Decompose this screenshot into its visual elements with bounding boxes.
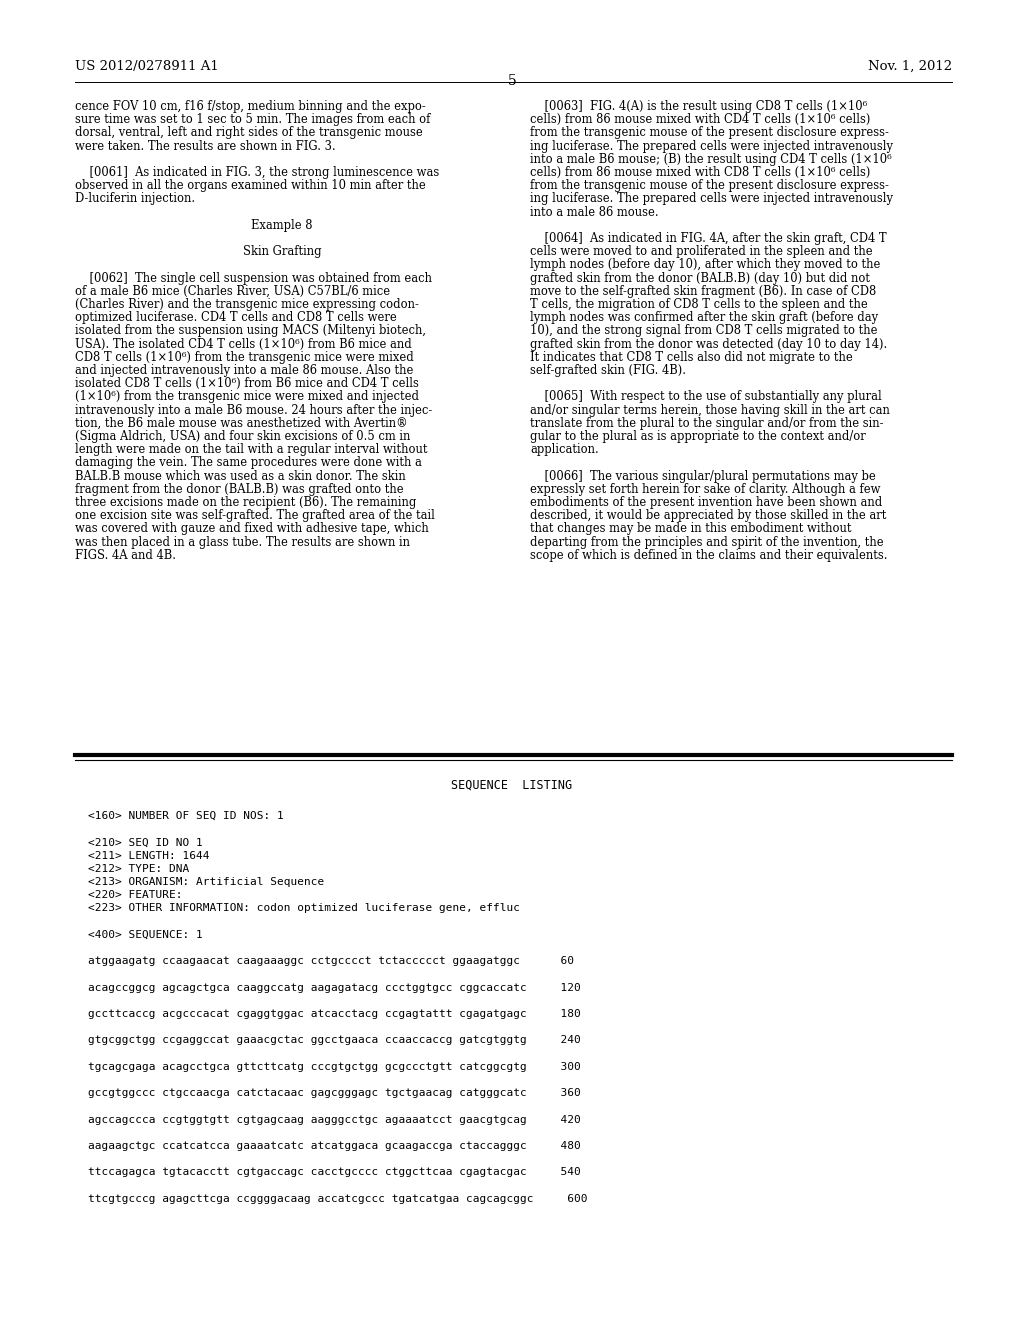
Text: D-luciferin injection.: D-luciferin injection. xyxy=(75,193,196,206)
Text: from the transgenic mouse of the present disclosure express-: from the transgenic mouse of the present… xyxy=(530,127,889,140)
Text: (Charles River) and the transgenic mice expressing codon-: (Charles River) and the transgenic mice … xyxy=(75,298,419,312)
Text: [0061]  As indicated in FIG. 3, the strong luminescence was: [0061] As indicated in FIG. 3, the stron… xyxy=(75,166,439,180)
Text: described, it would be appreciated by those skilled in the art: described, it would be appreciated by th… xyxy=(530,510,887,523)
Text: was then placed in a glass tube. The results are shown in: was then placed in a glass tube. The res… xyxy=(75,536,410,549)
Text: [0062]  The single cell suspension was obtained from each: [0062] The single cell suspension was ob… xyxy=(75,272,432,285)
Text: <213> ORGANISM: Artificial Sequence: <213> ORGANISM: Artificial Sequence xyxy=(88,876,325,887)
Text: lymph nodes was confirmed after the skin graft (before day: lymph nodes was confirmed after the skin… xyxy=(530,312,879,325)
Text: <400> SEQUENCE: 1: <400> SEQUENCE: 1 xyxy=(88,929,203,940)
Text: [0066]  The various singular/plural permutations may be: [0066] The various singular/plural permu… xyxy=(530,470,876,483)
Text: isolated from the suspension using MACS (Miltenyi biotech,: isolated from the suspension using MACS … xyxy=(75,325,426,338)
Text: was covered with gauze and fixed with adhesive tape, which: was covered with gauze and fixed with ad… xyxy=(75,523,429,536)
Text: departing from the principles and spirit of the invention, the: departing from the principles and spirit… xyxy=(530,536,884,549)
Text: US 2012/0278911 A1: US 2012/0278911 A1 xyxy=(75,59,219,73)
Text: atggaagatg ccaagaacat caagaaaggc cctgcccct tctaccccct ggaagatggc      60: atggaagatg ccaagaacat caagaaaggc cctgccc… xyxy=(88,956,574,966)
Text: (1×10⁶) from the transgenic mice were mixed and injected: (1×10⁶) from the transgenic mice were mi… xyxy=(75,391,419,404)
Text: ttccagagca tgtacacctt cgtgaccagc cacctgcccc ctggcttcaa cgagtacgac     540: ttccagagca tgtacacctt cgtgaccagc cacctgc… xyxy=(88,1167,581,1177)
Text: SEQUENCE  LISTING: SEQUENCE LISTING xyxy=(452,779,572,792)
Text: tgcagcgaga acagcctgca gttcttcatg cccgtgctgg gcgccctgtt catcggcgtg     300: tgcagcgaga acagcctgca gttcttcatg cccgtgc… xyxy=(88,1061,581,1072)
Text: 10), and the strong signal from CD8 T cells migrated to the: 10), and the strong signal from CD8 T ce… xyxy=(530,325,878,338)
Text: damaging the vein. The same procedures were done with a: damaging the vein. The same procedures w… xyxy=(75,457,422,470)
Text: gtgcggctgg ccgaggccat gaaacgctac ggcctgaaca ccaaccaccg gatcgtggtg     240: gtgcggctgg ccgaggccat gaaacgctac ggcctga… xyxy=(88,1035,581,1045)
Text: sure time was set to 1 sec to 5 min. The images from each of: sure time was set to 1 sec to 5 min. The… xyxy=(75,114,430,127)
Text: acagccggcg agcagctgca caaggccatg aagagatacg ccctggtgcc cggcaccatc     120: acagccggcg agcagctgca caaggccatg aagagat… xyxy=(88,982,581,993)
Text: isolated CD8 T cells (1×10⁶) from B6 mice and CD4 T cells: isolated CD8 T cells (1×10⁶) from B6 mic… xyxy=(75,378,419,391)
Text: lymph nodes (before day 10), after which they moved to the: lymph nodes (before day 10), after which… xyxy=(530,259,881,272)
Text: (Sigma Aldrich, USA) and four skin excisions of 0.5 cm in: (Sigma Aldrich, USA) and four skin excis… xyxy=(75,430,411,444)
Text: aagaagctgc ccatcatcca gaaaatcatc atcatggaca gcaagaccga ctaccagggc     480: aagaagctgc ccatcatcca gaaaatcatc atcatgg… xyxy=(88,1140,581,1151)
Text: gccttcaccg acgcccacat cgaggtggac atcacctacg ccgagtattt cgagatgagc     180: gccttcaccg acgcccacat cgaggtggac atcacct… xyxy=(88,1008,581,1019)
Text: ttcgtgcccg agagcttcga ccggggacaag accatcgccc tgatcatgaa cagcagcggc     600: ttcgtgcccg agagcttcga ccggggacaag accatc… xyxy=(88,1193,588,1204)
Text: optimized luciferase. CD4 T cells and CD8 T cells were: optimized luciferase. CD4 T cells and CD… xyxy=(75,312,396,325)
Text: and/or singular terms herein, those having skill in the art can: and/or singular terms herein, those havi… xyxy=(530,404,890,417)
Text: embodiments of the present invention have been shown and: embodiments of the present invention hav… xyxy=(530,496,883,510)
Text: cells) from 86 mouse mixed with CD4 T cells (1×10⁶ cells): cells) from 86 mouse mixed with CD4 T ce… xyxy=(530,114,870,127)
Text: into a male 86 mouse.: into a male 86 mouse. xyxy=(530,206,658,219)
Text: <211> LENGTH: 1644: <211> LENGTH: 1644 xyxy=(88,850,210,861)
Text: Nov. 1, 2012: Nov. 1, 2012 xyxy=(868,59,952,73)
Text: from the transgenic mouse of the present disclosure express-: from the transgenic mouse of the present… xyxy=(530,180,889,193)
Text: gular to the plural as is appropriate to the context and/or: gular to the plural as is appropriate to… xyxy=(530,430,865,444)
Text: translate from the plural to the singular and/or from the sin-: translate from the plural to the singula… xyxy=(530,417,884,430)
Text: <223> OTHER INFORMATION: codon optimized luciferase gene, effluc: <223> OTHER INFORMATION: codon optimized… xyxy=(88,903,520,913)
Text: move to the self-grafted skin fragment (B6). In case of CD8: move to the self-grafted skin fragment (… xyxy=(530,285,877,298)
Text: length were made on the tail with a regular interval without: length were made on the tail with a regu… xyxy=(75,444,427,457)
Text: of a male B6 mice (Charles River, USA) C57BL/6 mice: of a male B6 mice (Charles River, USA) C… xyxy=(75,285,390,298)
Text: gccgtggccc ctgccaacga catctacaac gagcgggagc tgctgaacag catgggcatc     360: gccgtggccc ctgccaacga catctacaac gagcggg… xyxy=(88,1088,581,1098)
Text: one excision site was self-grafted. The grafted area of the tail: one excision site was self-grafted. The … xyxy=(75,510,435,523)
Text: ing luciferase. The prepared cells were injected intravenously: ing luciferase. The prepared cells were … xyxy=(530,140,893,153)
Text: 5: 5 xyxy=(508,74,516,88)
Text: fragment from the donor (BALB.B) was grafted onto the: fragment from the donor (BALB.B) was gra… xyxy=(75,483,403,496)
Text: <220> FEATURE:: <220> FEATURE: xyxy=(88,890,182,900)
Text: <210> SEQ ID NO 1: <210> SEQ ID NO 1 xyxy=(88,837,203,847)
Text: expressly set forth herein for sake of clarity. Although a few: expressly set forth herein for sake of c… xyxy=(530,483,881,496)
Text: agccagccca ccgtggtgtt cgtgagcaag aagggcctgc agaaaatcct gaacgtgcag     420: agccagccca ccgtggtgtt cgtgagcaag aagggcc… xyxy=(88,1114,581,1125)
Text: It indicates that CD8 T cells also did not migrate to the: It indicates that CD8 T cells also did n… xyxy=(530,351,853,364)
Text: three excisions made on the recipient (B6). The remaining: three excisions made on the recipient (B… xyxy=(75,496,417,510)
Text: T cells, the migration of CD8 T cells to the spleen and the: T cells, the migration of CD8 T cells to… xyxy=(530,298,867,312)
Text: and injected intravenously into a male 86 mouse. Also the: and injected intravenously into a male 8… xyxy=(75,364,414,378)
Text: CD8 T cells (1×10⁶) from the transgenic mice were mixed: CD8 T cells (1×10⁶) from the transgenic … xyxy=(75,351,414,364)
Text: into a male B6 mouse; (B) the result using CD4 T cells (1×10⁶: into a male B6 mouse; (B) the result usi… xyxy=(530,153,892,166)
Text: were taken. The results are shown in FIG. 3.: were taken. The results are shown in FIG… xyxy=(75,140,336,153)
Text: tion, the B6 male mouse was anesthetized with Avertin®: tion, the B6 male mouse was anesthetized… xyxy=(75,417,408,430)
Text: grafted skin from the donor was detected (day 10 to day 14).: grafted skin from the donor was detected… xyxy=(530,338,887,351)
Text: Example 8: Example 8 xyxy=(251,219,312,232)
Text: [0063]  FIG. 4(A) is the result using CD8 T cells (1×10⁶: [0063] FIG. 4(A) is the result using CD8… xyxy=(530,100,867,114)
Text: cells were moved to and proliferated in the spleen and the: cells were moved to and proliferated in … xyxy=(530,246,872,259)
Text: dorsal, ventral, left and right sides of the transgenic mouse: dorsal, ventral, left and right sides of… xyxy=(75,127,423,140)
Text: self-grafted skin (FIG. 4B).: self-grafted skin (FIG. 4B). xyxy=(530,364,686,378)
Text: observed in all the organs examined within 10 min after the: observed in all the organs examined with… xyxy=(75,180,426,193)
Text: cells) from 86 mouse mixed with CD8 T cells (1×10⁶ cells): cells) from 86 mouse mixed with CD8 T ce… xyxy=(530,166,870,180)
Text: [0065]  With respect to the use of substantially any plural: [0065] With respect to the use of substa… xyxy=(530,391,882,404)
Text: scope of which is defined in the claims and their equivalents.: scope of which is defined in the claims … xyxy=(530,549,888,562)
Text: grafted skin from the donor (BALB.B) (day 10) but did not: grafted skin from the donor (BALB.B) (da… xyxy=(530,272,870,285)
Text: <212> TYPE: DNA: <212> TYPE: DNA xyxy=(88,863,189,874)
Text: cence FOV 10 cm, f16 f/stop, medium binning and the expo-: cence FOV 10 cm, f16 f/stop, medium binn… xyxy=(75,100,426,114)
Text: application.: application. xyxy=(530,444,599,457)
Text: intravenously into a male B6 mouse. 24 hours after the injec-: intravenously into a male B6 mouse. 24 h… xyxy=(75,404,432,417)
Text: that changes may be made in this embodiment without: that changes may be made in this embodim… xyxy=(530,523,852,536)
Text: USA). The isolated CD4 T cells (1×10⁶) from B6 mice and: USA). The isolated CD4 T cells (1×10⁶) f… xyxy=(75,338,412,351)
Text: Skin Grafting: Skin Grafting xyxy=(243,246,322,259)
Text: ing luciferase. The prepared cells were injected intravenously: ing luciferase. The prepared cells were … xyxy=(530,193,893,206)
Text: <160> NUMBER OF SEQ ID NOS: 1: <160> NUMBER OF SEQ ID NOS: 1 xyxy=(88,810,284,821)
Text: FIGS. 4A and 4B.: FIGS. 4A and 4B. xyxy=(75,549,176,562)
Text: BALB.B mouse which was used as a skin donor. The skin: BALB.B mouse which was used as a skin do… xyxy=(75,470,406,483)
Text: [0064]  As indicated in FIG. 4A, after the skin graft, CD4 T: [0064] As indicated in FIG. 4A, after th… xyxy=(530,232,887,246)
